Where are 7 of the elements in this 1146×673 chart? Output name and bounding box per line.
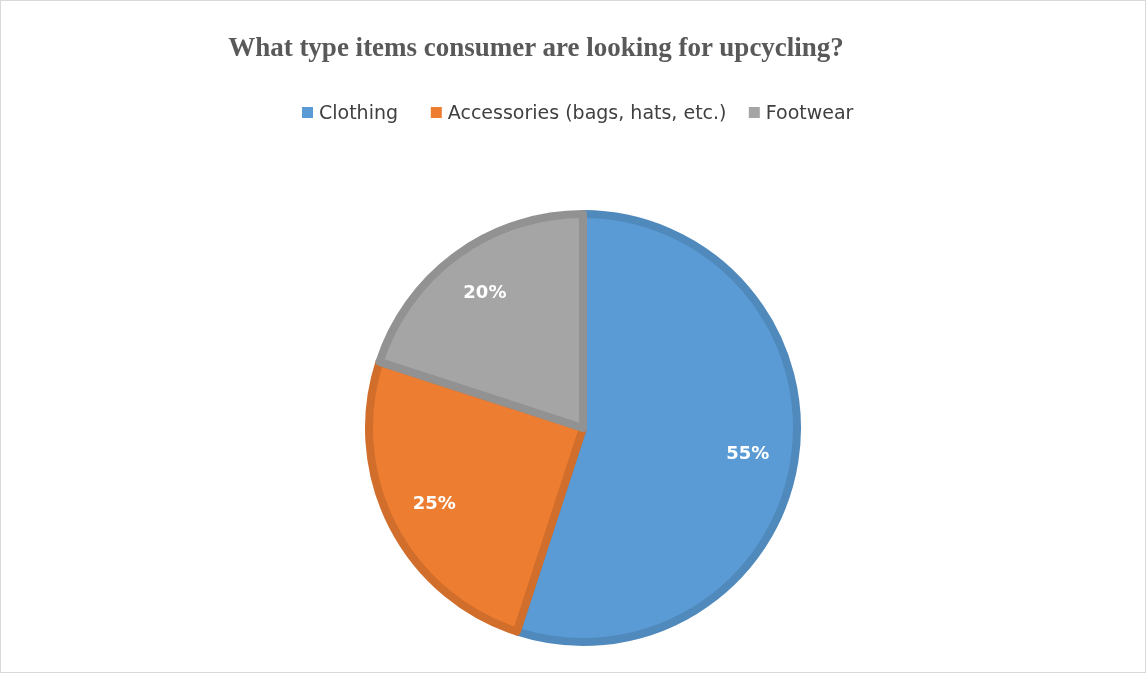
legend-label: Footwear bbox=[765, 101, 854, 123]
chart-title: What type items consumer are looking for upcycling? bbox=[228, 32, 844, 62]
legend-label: Clothing bbox=[319, 101, 399, 123]
data-label: 20% bbox=[463, 280, 507, 302]
data-label: 25% bbox=[412, 491, 456, 513]
data-label: 55% bbox=[726, 442, 770, 464]
legend-label: Accessories (bags, hats, etc.) bbox=[447, 101, 727, 123]
